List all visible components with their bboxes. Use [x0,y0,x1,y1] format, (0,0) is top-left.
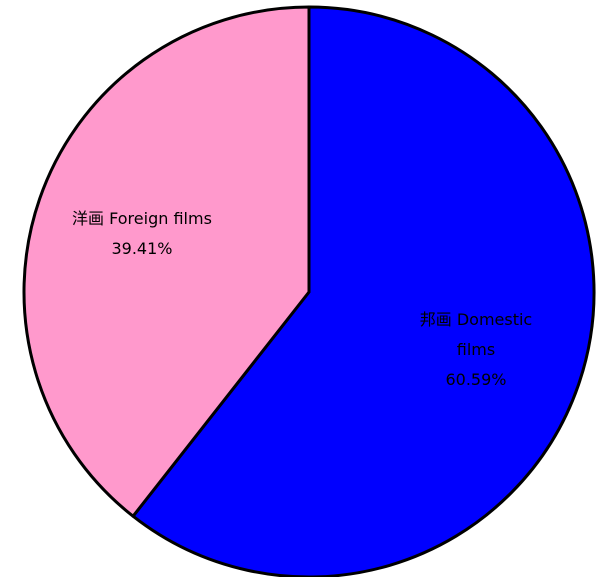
pie-slice [22,5,311,518]
value-label: 39.41% [111,239,173,259]
value-label: 60.59% [445,369,507,389]
slice-label: 邦画 Domestic films 60.59% [406,305,546,395]
slice-label: 洋画 Foreign films 39.41% [72,204,212,264]
category-label: 邦画 Domestic films [419,309,533,359]
category-label: 洋画 Foreign films [72,209,212,229]
pie-slice [131,5,596,577]
